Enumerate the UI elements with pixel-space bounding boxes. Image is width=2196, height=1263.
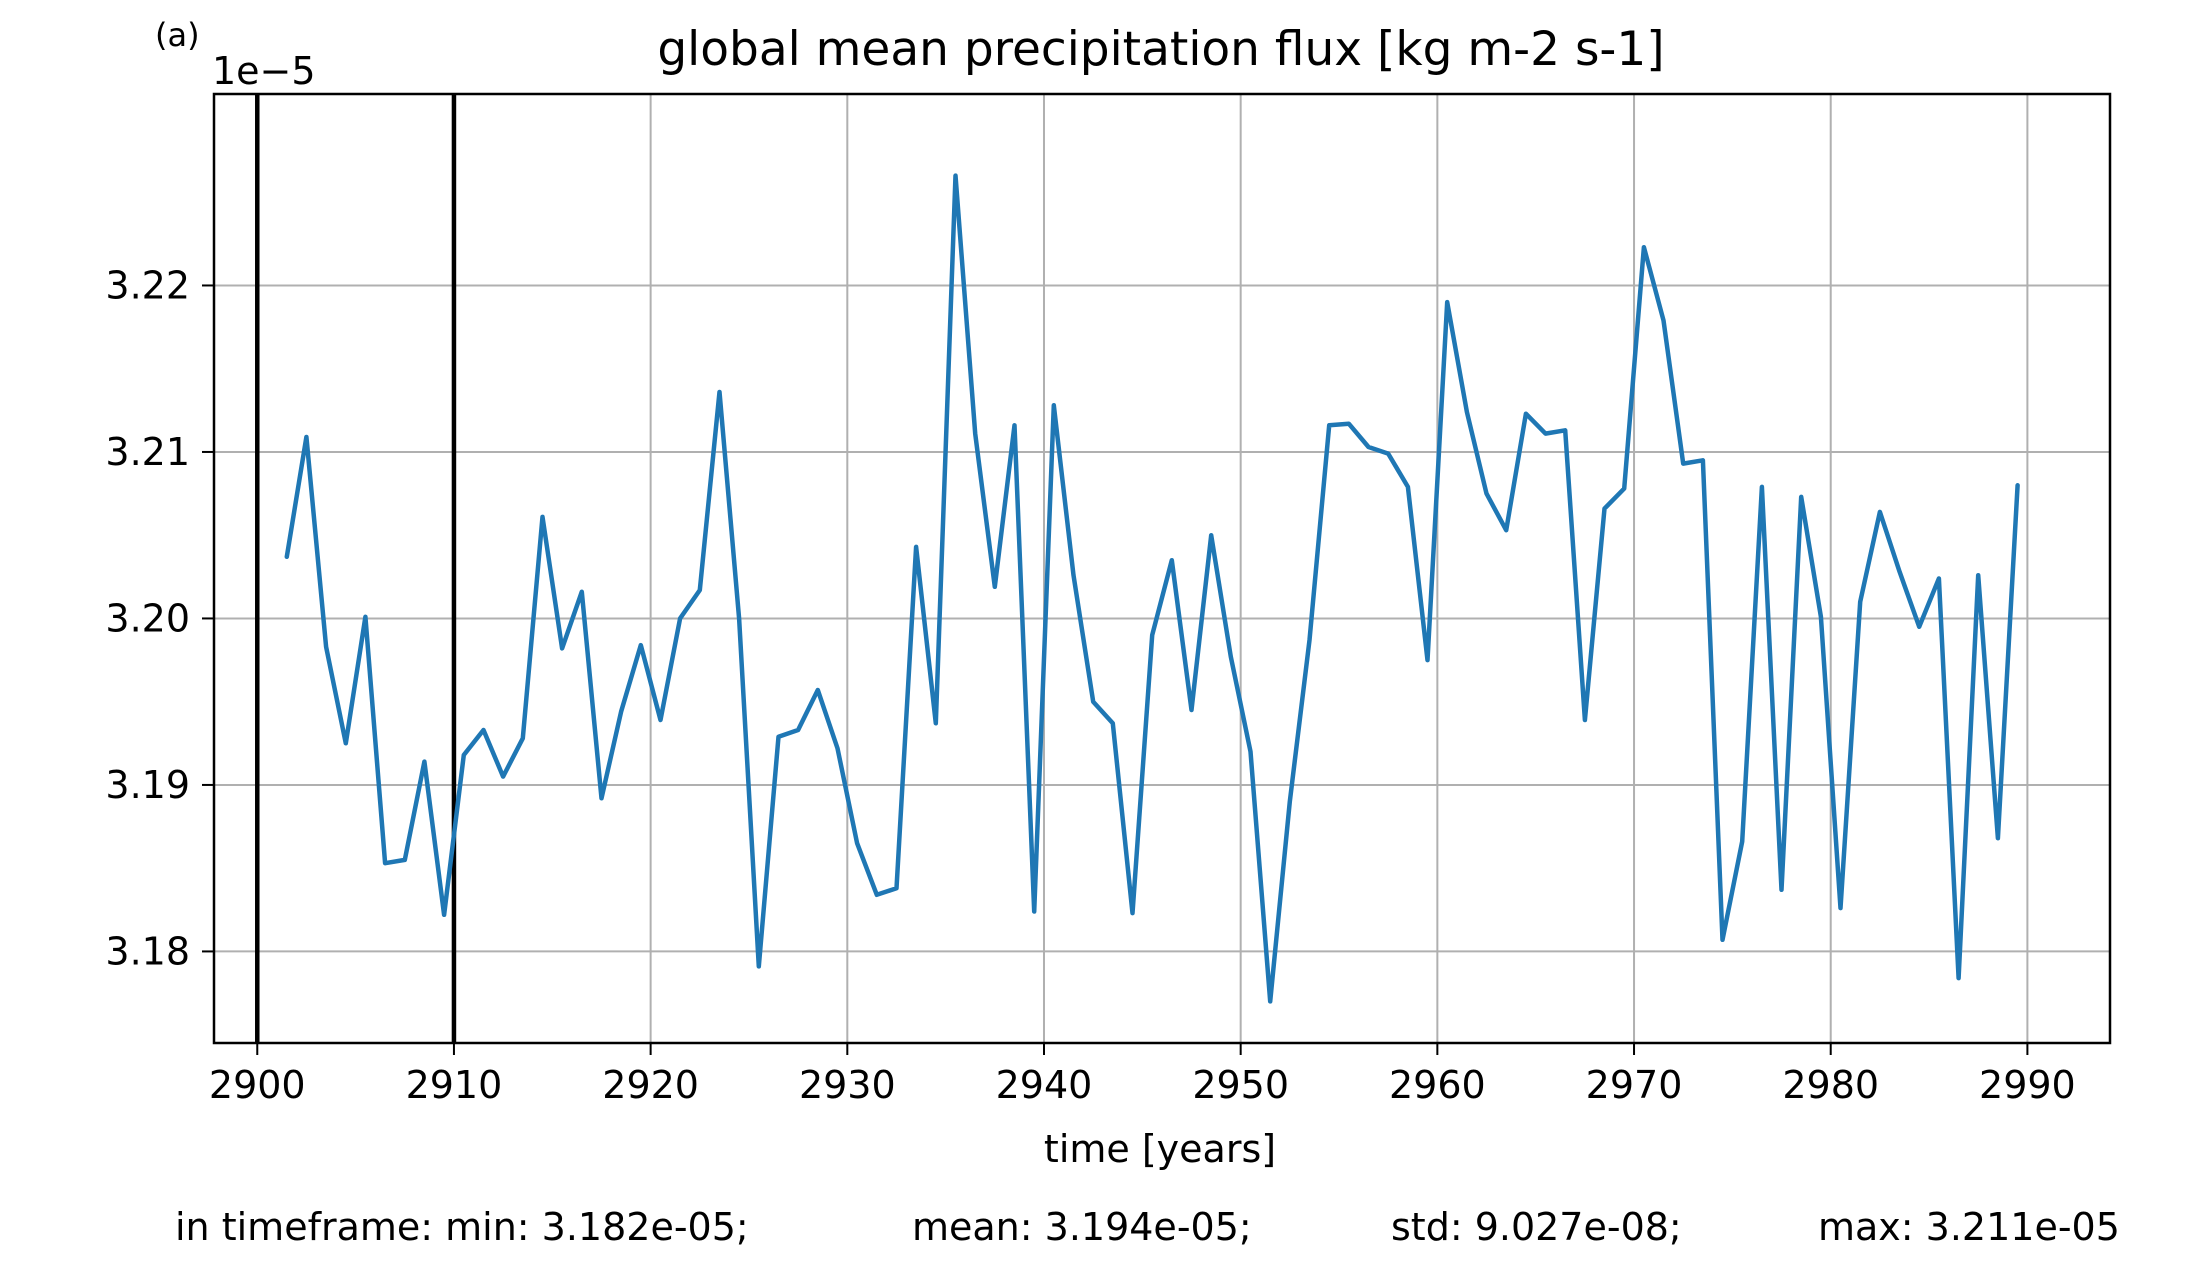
panel-label: (a) <box>155 16 200 54</box>
data-points <box>286 175 2018 1002</box>
x-tick-label: 2920 <box>602 1063 699 1107</box>
stat-min: in timeframe: min: 3.182e-05; <box>175 1205 749 1249</box>
y-tick-label: 3.20 <box>105 596 190 640</box>
y-tick-label: 3.21 <box>105 430 190 474</box>
stat-std: std: 9.027e-08; <box>1391 1205 1682 1249</box>
x-tick-label: 2940 <box>996 1063 1093 1107</box>
grid <box>214 94 2110 1043</box>
x-tick-label: 2950 <box>1192 1063 1289 1107</box>
stat-max: max: 3.211e-05 <box>1818 1205 2120 1249</box>
y-tick-label: 3.19 <box>105 763 190 807</box>
plot-frame <box>212 92 2112 1045</box>
x-axis-label: time [years] <box>1044 1127 1276 1171</box>
x-tick-label: 2900 <box>209 1063 306 1107</box>
y-tick-label: 3.18 <box>105 929 190 973</box>
x-tick-label: 2930 <box>799 1063 896 1107</box>
x-tick-label: 2980 <box>1782 1063 1879 1107</box>
y-axis-ticks: 3.18 3.19 3.20 3.21 3.22 <box>105 263 214 973</box>
y-tick-label: 3.22 <box>105 263 190 307</box>
chart-title: global mean precipitation flux [kg m-2 s… <box>657 22 1664 77</box>
reference-lines <box>255 94 457 1043</box>
x-tick-label: 2960 <box>1389 1063 1486 1107</box>
series-line <box>284 173 2020 1004</box>
x-tick-label: 2910 <box>406 1063 503 1107</box>
stat-mean: mean: 3.194e-05; <box>912 1205 1252 1249</box>
x-axis-ticks: 2900 2910 2920 2930 2940 2950 2960 2970 2980 2990 <box>209 1043 2076 1107</box>
x-tick-label: 2970 <box>1586 1063 1683 1107</box>
x-tick-label: 2990 <box>1979 1063 2076 1107</box>
y-axis-offset-label: 1e−5 <box>212 49 316 93</box>
